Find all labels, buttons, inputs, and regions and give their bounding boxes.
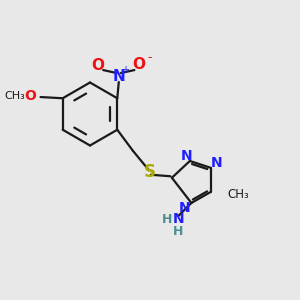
Text: N: N bbox=[211, 156, 223, 170]
Text: CH₃: CH₃ bbox=[227, 188, 249, 201]
Text: N: N bbox=[179, 201, 190, 215]
Text: O: O bbox=[91, 58, 104, 73]
Text: -: - bbox=[147, 51, 152, 64]
Text: H: H bbox=[162, 213, 172, 226]
Text: N: N bbox=[172, 212, 184, 226]
Text: +: + bbox=[121, 65, 129, 75]
Text: O: O bbox=[24, 89, 36, 103]
Text: S: S bbox=[143, 163, 155, 181]
Text: N: N bbox=[112, 69, 125, 84]
Text: N: N bbox=[181, 148, 192, 163]
Text: O: O bbox=[133, 57, 146, 72]
Text: CH₃: CH₃ bbox=[4, 91, 25, 101]
Text: H: H bbox=[173, 225, 183, 238]
